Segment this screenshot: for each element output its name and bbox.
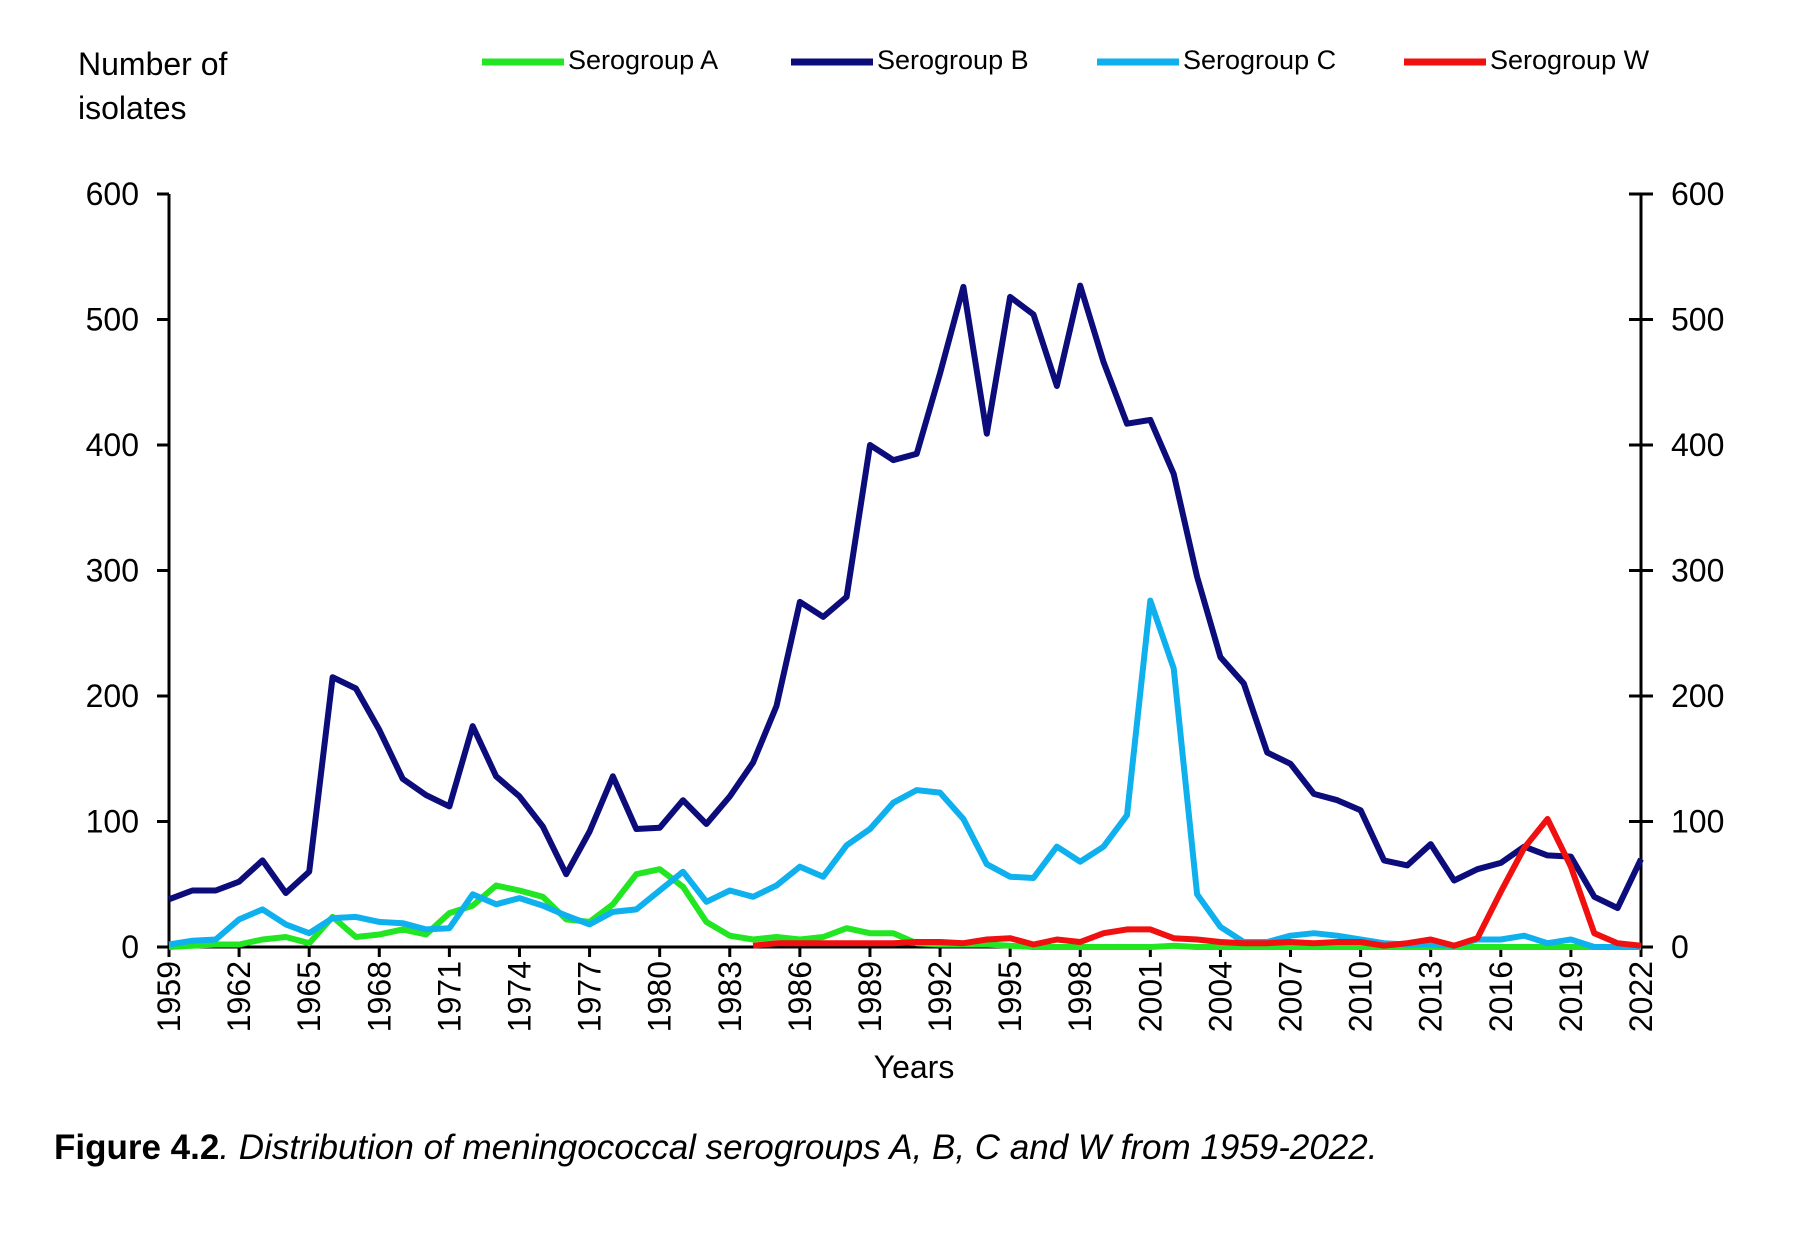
x-tick-label: 2004 [1202, 961, 1238, 1032]
legend-label: Serogroup B [877, 45, 1029, 75]
x-tick-label: 1977 [572, 961, 608, 1032]
x-axis-title: Years [874, 1049, 955, 1085]
x-tick-label: 2007 [1273, 961, 1309, 1032]
x-tick-label: 1986 [782, 961, 818, 1032]
y2-tick-label: 0 [1671, 929, 1689, 965]
x-tick-label: 1962 [221, 961, 257, 1032]
x-tick-label: 1974 [501, 961, 537, 1032]
x-tick-label: 1965 [291, 961, 327, 1032]
legend-label: Serogroup C [1183, 45, 1336, 75]
series-line [168, 866, 1641, 950]
x-tick-label: 1980 [642, 961, 678, 1032]
x-tick-label: 1983 [712, 961, 748, 1032]
y2-tick-label: 100 [1671, 804, 1724, 840]
x-tick-label: 1995 [992, 961, 1028, 1032]
series-line [167, 282, 1644, 912]
y-tick-label: 500 [86, 302, 139, 338]
series-line [752, 816, 1642, 949]
y-tick-label: 0 [121, 929, 139, 965]
x-tick-label: 1992 [922, 961, 958, 1032]
y-tick-label: 400 [86, 427, 139, 463]
y-tick-label: 200 [86, 678, 139, 714]
x-tick-label: 1968 [361, 961, 397, 1032]
y2-tick-label: 300 [1671, 553, 1724, 589]
y2-tick-label: 200 [1671, 678, 1724, 714]
y2-tick-label: 400 [1671, 427, 1724, 463]
y-tick-label: 100 [86, 804, 139, 840]
x-tick-label: 2016 [1483, 961, 1519, 1032]
x-tick-label: 1959 [151, 961, 187, 1032]
y2-tick-label: 500 [1671, 302, 1724, 338]
x-tick-label: 2013 [1413, 961, 1449, 1032]
legend-label: Serogroup W [1490, 45, 1650, 75]
legend-label: Serogroup A [568, 45, 718, 75]
y-tick-label: 300 [86, 553, 139, 589]
y-tick-label: 600 [86, 176, 139, 212]
x-tick-label: 1998 [1062, 961, 1098, 1032]
chart: Years 0 100 200 300 400 500 600 0 100 200 300 400 50… [86, 45, 1725, 1085]
y-axis-title: Number of isolates [78, 46, 228, 126]
x-tick-label: 2001 [1132, 961, 1168, 1032]
x-tick-label: 1989 [852, 961, 888, 1032]
x-tick-label: 2019 [1553, 961, 1589, 1032]
x-tick-label: 2022 [1623, 961, 1659, 1032]
y2-tick-label: 600 [1671, 176, 1724, 212]
x-tick-label: 1971 [431, 961, 467, 1032]
caption-label: Figure 4.2 [54, 1128, 220, 1167]
series-line [168, 597, 1641, 950]
caption-text: . Distribution of meningococcal serogrou… [219, 1128, 1378, 1167]
x-tick-label: 2010 [1343, 961, 1379, 1032]
caption: Figure 4.2. Distribution of meningococca… [54, 1128, 1378, 1168]
